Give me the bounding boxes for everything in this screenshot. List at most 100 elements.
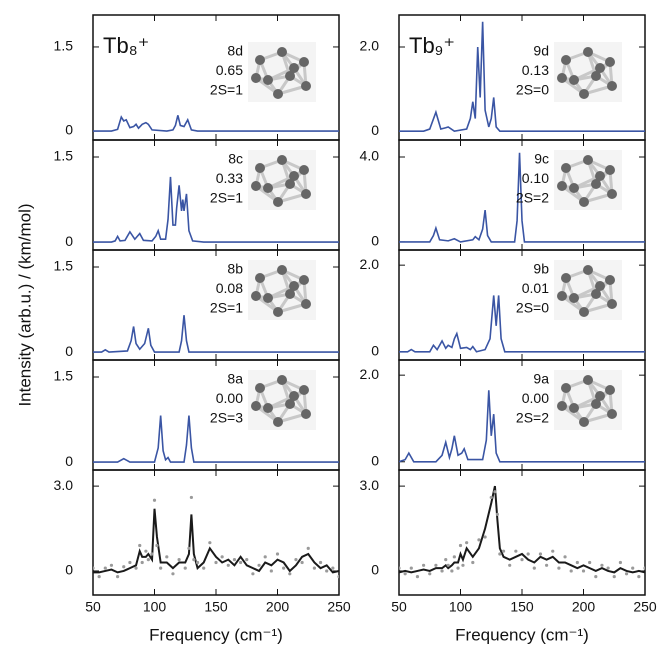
data-point xyxy=(152,498,157,502)
cluster-atom xyxy=(579,197,589,207)
data-point xyxy=(452,555,456,559)
cluster-atom xyxy=(583,375,593,385)
cluster-atom xyxy=(605,57,615,67)
panel-title: Tb₉⁺ xyxy=(409,33,455,58)
y-tick-label: 0 xyxy=(371,452,379,468)
data-point xyxy=(399,566,401,570)
plot-area xyxy=(399,152,645,243)
data-point xyxy=(489,495,493,500)
plot-area xyxy=(93,115,339,132)
cluster-atom xyxy=(299,165,309,175)
cluster-atom xyxy=(557,73,567,83)
x-axis-label: Frequency (cm⁻¹) xyxy=(149,625,283,644)
cluster-atom xyxy=(591,289,601,299)
cluster-atom xyxy=(591,399,601,409)
annotation: 0.00 xyxy=(522,390,549,406)
x-tick-label: 200 xyxy=(572,599,596,615)
cluster-atom xyxy=(607,409,617,419)
y-tick-label: 1.5 xyxy=(54,368,74,384)
annotation: 0.01 xyxy=(522,280,549,296)
cluster-atom xyxy=(273,197,283,207)
data-point xyxy=(637,575,641,579)
cluster-atom xyxy=(583,155,593,165)
data-point xyxy=(493,490,497,494)
x-tick-label: 250 xyxy=(327,599,351,615)
cluster-atom xyxy=(255,273,265,283)
spectrum-line xyxy=(399,21,645,133)
data-point xyxy=(306,546,310,550)
cluster-atom xyxy=(561,55,571,65)
annotation: 2S=2 xyxy=(516,410,549,426)
data-point xyxy=(150,552,154,556)
cluster-atom xyxy=(583,265,593,275)
data-point xyxy=(588,560,592,565)
cluster-atom xyxy=(605,165,615,175)
cluster-atom xyxy=(285,289,295,299)
cluster-atom xyxy=(557,401,567,411)
spectrum-line xyxy=(93,115,339,132)
panel: 0 1.5 8a 0.00 2S=3 xyxy=(54,359,340,471)
x-tick-label: 50 xyxy=(85,599,101,615)
data-point xyxy=(458,543,463,548)
cluster-atom xyxy=(255,383,265,393)
cluster-atom xyxy=(299,385,309,395)
panel-frame xyxy=(398,469,646,596)
data-point xyxy=(263,555,267,559)
y-tick-label: 3.0 xyxy=(54,477,74,493)
cluster-atom xyxy=(251,181,261,191)
data-point xyxy=(155,543,159,548)
data-point xyxy=(495,512,499,517)
spectrum-line xyxy=(93,315,339,353)
panel: 0 3.0 50 100 150 200 250 Frequency (cm⁻¹) xyxy=(360,469,657,644)
data-point xyxy=(192,558,196,562)
data-point xyxy=(226,563,230,567)
cluster-atom xyxy=(561,163,571,173)
spectrum-line xyxy=(399,390,645,463)
data-point xyxy=(532,566,536,570)
cluster-atom xyxy=(299,275,309,285)
y-tick-label: 4.0 xyxy=(360,148,380,164)
annotation: 8b xyxy=(227,261,243,277)
y-tick-label: 0 xyxy=(65,343,73,359)
cluster-atom xyxy=(251,73,261,83)
cluster-atom xyxy=(569,403,579,413)
cluster-atom xyxy=(289,281,299,291)
data-point xyxy=(545,563,549,567)
data-point xyxy=(288,572,292,576)
cluster-atom xyxy=(277,375,287,385)
data-point xyxy=(232,558,237,562)
data-point xyxy=(581,569,586,573)
cluster-atom xyxy=(569,183,579,193)
y-tick-label: 2.0 xyxy=(360,38,380,54)
cluster-atom xyxy=(595,391,605,401)
data-point xyxy=(643,566,645,570)
data-point xyxy=(409,566,413,570)
data-point xyxy=(415,575,420,579)
data-point xyxy=(239,560,243,565)
annotation: 0.33 xyxy=(216,170,243,186)
spectrum-line xyxy=(399,485,645,574)
data-point xyxy=(93,566,95,570)
data-point xyxy=(214,560,218,565)
annotation: 0.00 xyxy=(216,390,243,406)
annotation: 9b xyxy=(533,261,549,277)
panel: 0 2.0 Tb₉⁺ 9d 0.13 2S=0 xyxy=(360,14,646,141)
data-point xyxy=(245,558,249,562)
annotation: 2S=2 xyxy=(516,190,549,206)
annotation: 9a xyxy=(533,371,549,387)
data-point xyxy=(446,563,450,567)
cluster-atom xyxy=(607,189,617,199)
data-point xyxy=(465,541,469,545)
annotation: 0.13 xyxy=(522,62,549,78)
panel: 0 2.0 9b 0.01 2S=0 xyxy=(360,249,646,361)
cluster-atom xyxy=(557,291,567,301)
cluster-atom xyxy=(583,47,593,57)
data-point xyxy=(140,560,144,565)
data-point xyxy=(483,535,487,539)
cluster-atom xyxy=(273,417,283,427)
cluster-atom xyxy=(285,399,295,409)
cluster-atom xyxy=(561,273,571,283)
x-tick-label: 150 xyxy=(510,599,534,615)
spectrum-line xyxy=(93,176,339,243)
data-point xyxy=(428,572,432,576)
